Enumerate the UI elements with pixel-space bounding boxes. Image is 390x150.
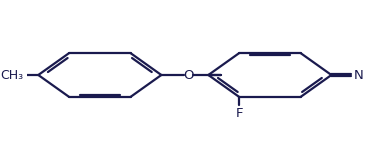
Text: CH₃: CH₃ bbox=[0, 69, 23, 81]
Text: F: F bbox=[236, 106, 243, 120]
Text: N: N bbox=[354, 69, 364, 81]
Text: O: O bbox=[183, 69, 194, 81]
